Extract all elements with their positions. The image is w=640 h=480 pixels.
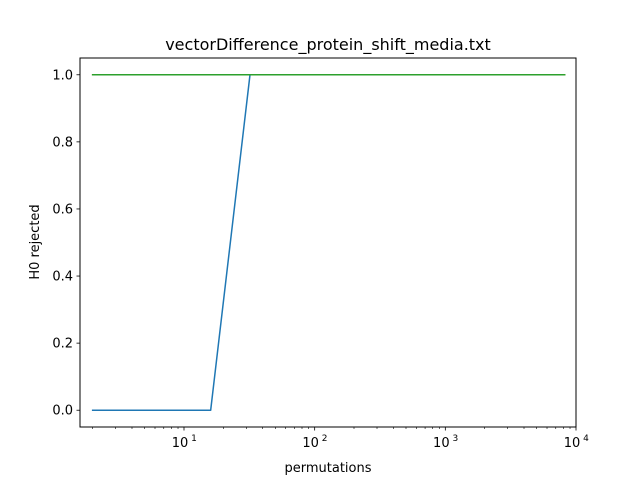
chart-title: vectorDifference_protein_shift_media.txt xyxy=(165,35,491,55)
y-tick-label: 0.4 xyxy=(52,270,73,285)
x-tick-label: 10 xyxy=(433,436,450,451)
series-layer xyxy=(91,74,566,411)
x-tick-label-exponent: 2 xyxy=(322,434,328,444)
x-axis-label: permutations xyxy=(284,461,371,476)
y-tick-label: 0.8 xyxy=(52,135,73,150)
x-axis-ticks: 10 1 10 2 10 3 10 4 xyxy=(172,427,589,451)
x-tick-label-exponent: 3 xyxy=(452,434,458,444)
y-axis-ticks: 0.0 0.2 0.4 0.6 0.8 1.0 xyxy=(52,68,80,419)
plot-area: 10 1 10 2 10 3 10 4 0.00.20.40.60.81.0 xyxy=(52,57,589,451)
x-tick-label-exponent: 1 xyxy=(191,434,197,444)
y-tick-label: 0.6 xyxy=(52,202,73,217)
y-tick-label: 0.0 xyxy=(52,404,73,419)
x-tick-label: 10 xyxy=(172,436,189,451)
y-tick-label: 0.2 xyxy=(52,337,73,352)
x-tick-label-exponent: 4 xyxy=(583,434,589,444)
axes-frame xyxy=(79,57,577,428)
y-tick-label: 1.0 xyxy=(52,68,73,83)
y-axis-label: H0 rejected xyxy=(28,204,43,279)
x-tick-label: 10 xyxy=(564,436,581,451)
x-tick-label: 10 xyxy=(302,436,319,451)
